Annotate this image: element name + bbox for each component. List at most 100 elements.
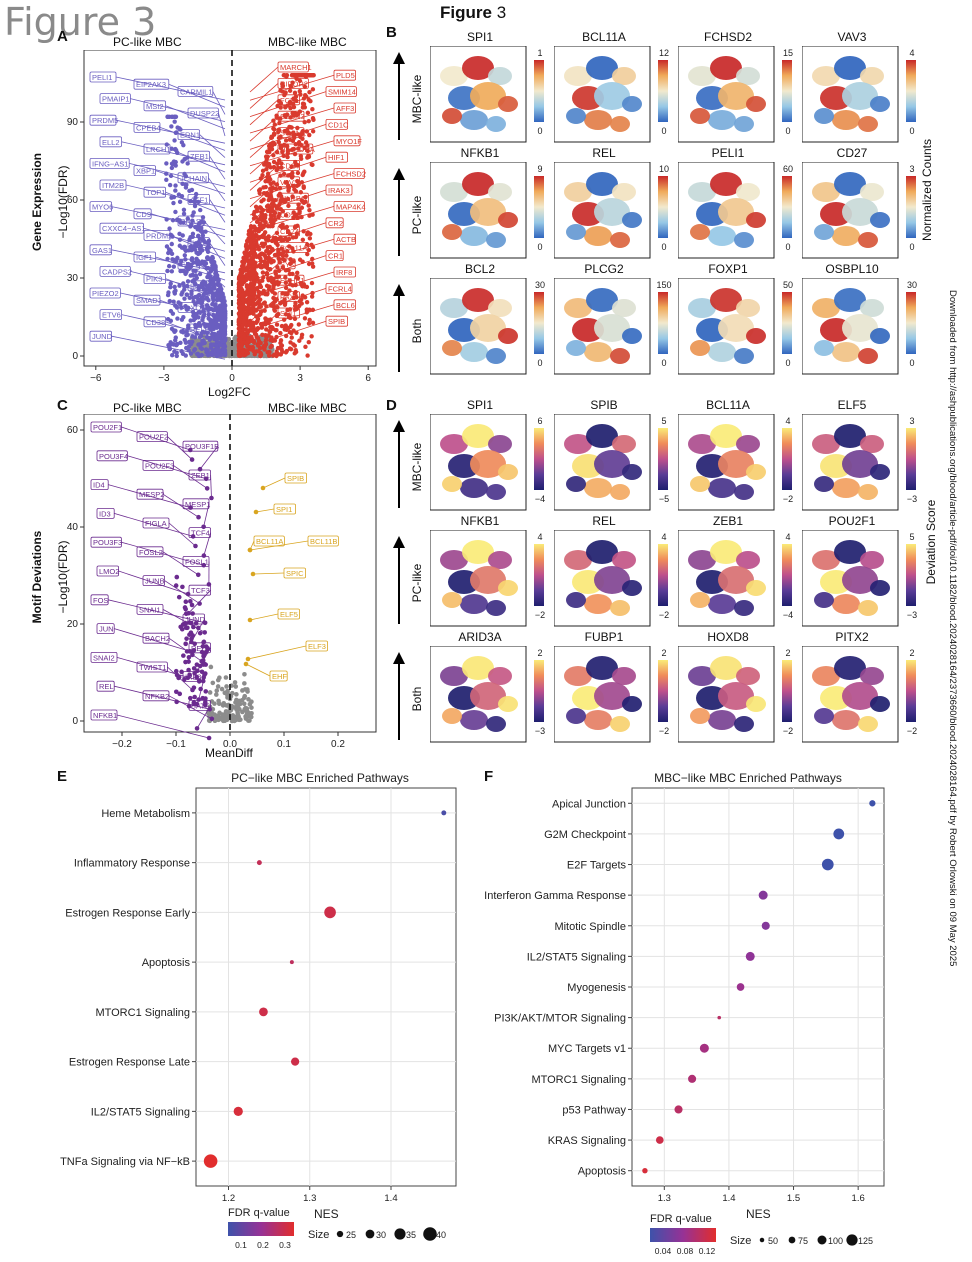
point-up bbox=[289, 164, 294, 169]
gene-label-down: IL6ST bbox=[190, 282, 210, 291]
colorbar bbox=[906, 428, 916, 490]
umap-cluster bbox=[690, 224, 710, 240]
umap-cluster bbox=[584, 110, 612, 130]
motif-label-down: SNAI1 bbox=[139, 605, 161, 614]
point-ns bbox=[231, 715, 236, 721]
point-ns bbox=[207, 690, 213, 695]
point-down bbox=[201, 653, 206, 659]
dotplot-f-category-label: Interferon Gamma Response bbox=[484, 890, 626, 902]
panel-b-umap-plot: 40 bbox=[802, 46, 916, 143]
motif-label-down: POU3F3 bbox=[93, 538, 122, 547]
gene-label-up: SPIB bbox=[328, 317, 345, 326]
point-up bbox=[292, 90, 298, 96]
panel-d-umap-title: ARID3A bbox=[458, 630, 502, 644]
point-down bbox=[210, 342, 216, 348]
gene-label-down: ITM2B bbox=[102, 181, 124, 190]
umap-cluster bbox=[566, 224, 586, 240]
point-down bbox=[203, 689, 209, 694]
panel-b-umap-plot: 50 0 bbox=[678, 278, 793, 375]
umap-cluster bbox=[860, 435, 884, 453]
point-up bbox=[306, 154, 312, 159]
point-ns bbox=[210, 680, 216, 686]
umap-cluster bbox=[842, 198, 878, 226]
point-up bbox=[251, 338, 256, 343]
point-up bbox=[256, 247, 262, 252]
point-up bbox=[308, 99, 313, 104]
dotplot-f-category-label: IL2/STAT5 Signaling bbox=[527, 951, 626, 963]
point-up bbox=[281, 171, 287, 177]
umap-cluster bbox=[842, 682, 878, 710]
motif-label-leader bbox=[116, 657, 200, 681]
gene-label-leader bbox=[165, 278, 226, 302]
point-up bbox=[291, 113, 296, 118]
point-up bbox=[254, 320, 259, 326]
umap-cluster bbox=[860, 551, 884, 569]
point-down bbox=[172, 349, 177, 354]
motif-label-leader bbox=[167, 436, 193, 460]
point-up bbox=[291, 342, 296, 347]
point-down bbox=[172, 291, 178, 296]
point-up bbox=[238, 272, 244, 278]
point-down bbox=[183, 641, 188, 647]
point-down bbox=[194, 275, 200, 281]
panel-b-umap-plot: 15 0 bbox=[678, 46, 793, 143]
point-down bbox=[173, 114, 178, 120]
umap-cluster bbox=[834, 172, 866, 196]
motif-point-up bbox=[250, 571, 256, 577]
panel-b-row-arrow-icon bbox=[393, 168, 405, 256]
motif-label-box bbox=[182, 671, 206, 683]
umap-cluster bbox=[566, 708, 586, 724]
point-down bbox=[197, 630, 203, 636]
motif-label-down: JUN bbox=[99, 625, 114, 634]
colorbar-max: 15 bbox=[783, 48, 793, 58]
gene-label-down: PELI1 bbox=[92, 73, 112, 82]
gene-label-box bbox=[177, 172, 209, 184]
point-up bbox=[255, 336, 261, 341]
point-up bbox=[260, 168, 266, 174]
umap-cluster bbox=[486, 484, 506, 500]
point-up bbox=[288, 124, 293, 130]
point-down bbox=[169, 195, 174, 200]
point-up bbox=[299, 297, 304, 302]
point-down bbox=[214, 352, 220, 357]
dotplot-e-legend-size-label: 30 bbox=[376, 1230, 386, 1240]
colorbar-min: 0 bbox=[537, 242, 542, 252]
colorbar-max: 2 bbox=[537, 648, 542, 658]
dotplot-e-legend-size-label: 40 bbox=[436, 1230, 446, 1240]
point-up bbox=[278, 116, 283, 121]
motif-label-down: RELA bbox=[191, 644, 211, 653]
gene-label-up: MARCH1 bbox=[280, 63, 312, 72]
gene-label-down: TOP1 bbox=[146, 188, 165, 197]
colorbar bbox=[782, 428, 792, 490]
point-ns bbox=[235, 703, 241, 709]
point-ns bbox=[242, 681, 247, 686]
point-up bbox=[251, 216, 257, 221]
panel-letter-a: A bbox=[57, 28, 68, 45]
motif-label-up: SPI1 bbox=[276, 505, 292, 514]
gene-label-up: CR2 bbox=[328, 219, 343, 228]
point-down bbox=[169, 165, 175, 171]
gene-label-down: LRCH1 bbox=[146, 145, 171, 154]
gene-label-leader bbox=[155, 256, 226, 281]
motif-label-box bbox=[90, 479, 109, 490]
motif-label-down: LMO2 bbox=[99, 567, 119, 576]
gene-label-down: CPEB4 bbox=[136, 123, 161, 132]
motif-label-leader bbox=[116, 714, 210, 739]
motif-label-box bbox=[136, 546, 164, 558]
point-ns bbox=[235, 707, 240, 712]
point-down bbox=[190, 273, 195, 278]
gene-label-leader bbox=[209, 242, 226, 266]
colorbar-max: 1 bbox=[537, 48, 542, 58]
point-down bbox=[175, 255, 180, 261]
panel-d-umap-plot: 2 −2 bbox=[678, 646, 793, 743]
umap-cluster bbox=[746, 212, 766, 228]
point-up bbox=[303, 199, 308, 204]
gene-label-down: RELB bbox=[190, 325, 210, 334]
umap-cluster bbox=[622, 212, 642, 228]
point-down bbox=[182, 253, 188, 258]
gene-label-up: PLD5 bbox=[336, 71, 355, 80]
dotplot-f-legend-size-dot bbox=[788, 1236, 796, 1244]
gene-label-leader bbox=[155, 170, 226, 194]
colorbar-max: 2 bbox=[661, 648, 666, 658]
